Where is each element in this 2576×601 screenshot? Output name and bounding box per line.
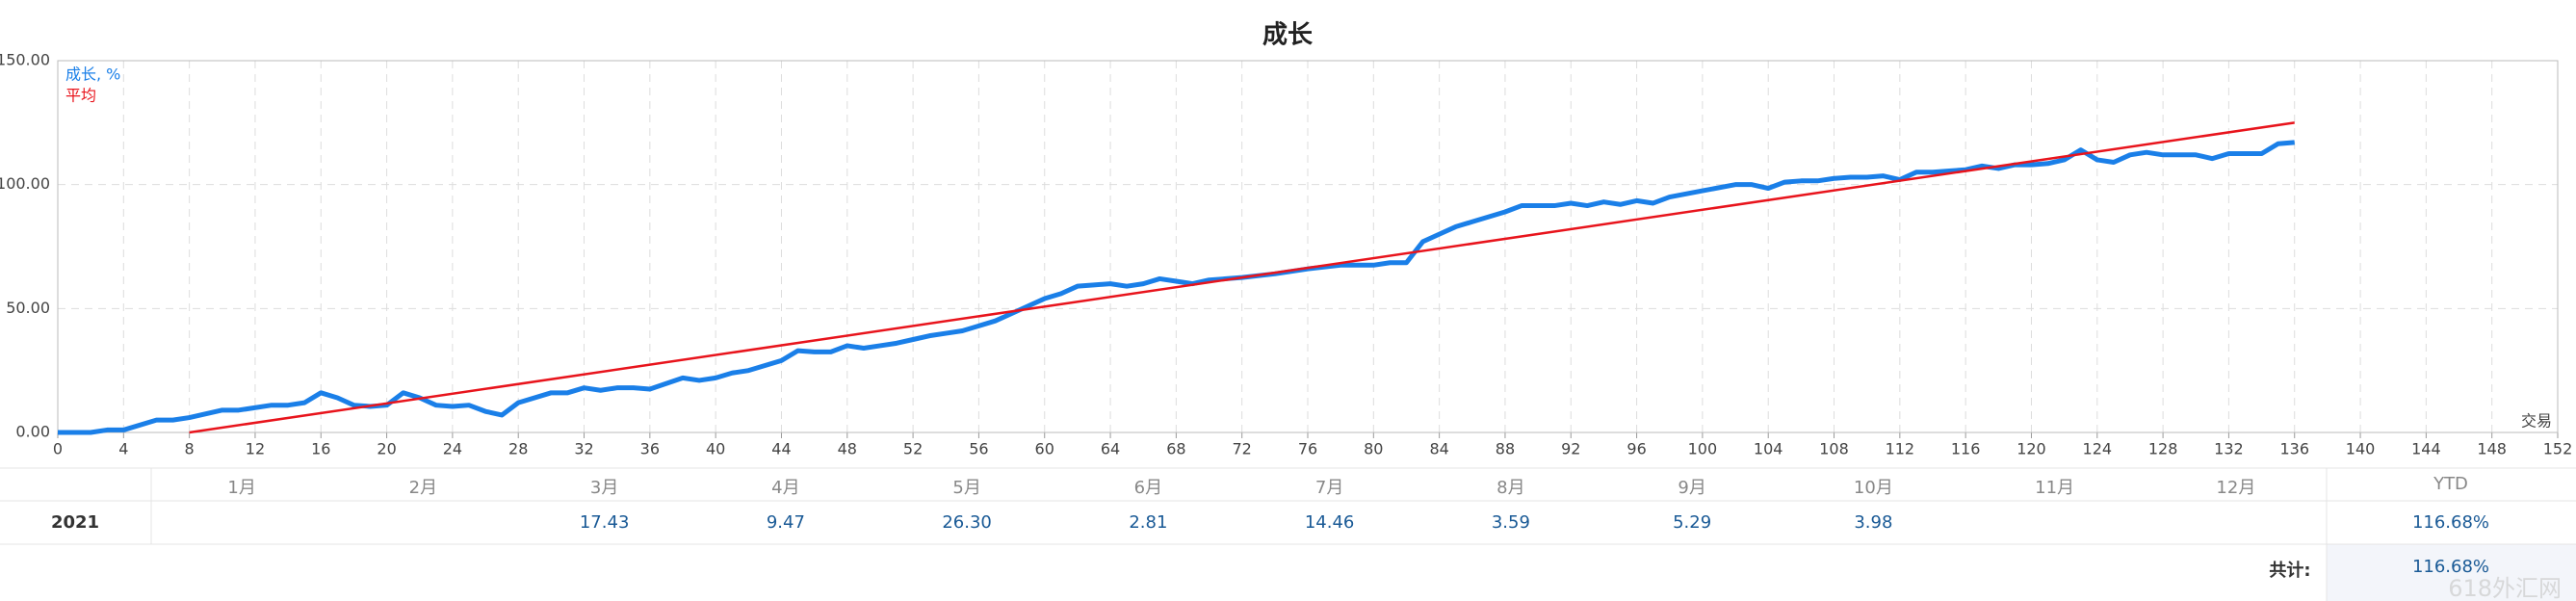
x-tick-label: 36 — [640, 440, 660, 458]
x-axis-label: 交易 — [2521, 412, 2552, 431]
total-label: 共计: — [2269, 561, 2311, 581]
month-header: 3月 — [589, 478, 619, 498]
row-label: 2021 — [50, 512, 100, 533]
x-tick-label: 32 — [574, 440, 593, 458]
x-tick-label: 48 — [838, 440, 857, 458]
x-tick-label: 72 — [1233, 440, 1252, 458]
x-tick-label: 100 — [1688, 440, 1718, 458]
x-tick-label: 92 — [1561, 440, 1580, 458]
plot-border — [57, 60, 2559, 433]
x-tick-label: 128 — [2148, 440, 2178, 458]
month-header: 7月 — [1314, 478, 1344, 498]
month-value: 14.46 — [1304, 512, 1355, 533]
series-line — [189, 121, 2295, 434]
watermark: 618外汇网 — [2448, 575, 2562, 601]
x-tick-label: 8 — [185, 440, 195, 458]
x-tick-label: 24 — [443, 440, 462, 458]
x-tick-label: 68 — [1166, 440, 1185, 458]
x-tick-label: 140 — [2346, 440, 2376, 458]
x-tick-label: 120 — [2017, 440, 2046, 458]
month-value: 2.81 — [1129, 512, 1168, 533]
x-tick-label: 28 — [508, 440, 528, 458]
month-header: 5月 — [952, 478, 981, 498]
x-tick-label: 96 — [1626, 440, 1646, 458]
x-tick-label: 60 — [1035, 440, 1054, 458]
y-tick-label: 100.00 — [0, 174, 50, 193]
month-header: 6月 — [1133, 478, 1163, 498]
x-tick-label: 0 — [53, 440, 63, 458]
x-tick-label: 4 — [118, 440, 128, 458]
month-header: 12月 — [2216, 478, 2256, 498]
x-tick-label: 44 — [771, 440, 791, 458]
x-tick-label: 132 — [2214, 440, 2244, 458]
x-tick-label: 64 — [1101, 440, 1120, 458]
x-tick-label: 148 — [2477, 440, 2507, 458]
y-tick-label: 0.00 — [15, 423, 50, 441]
ytd-value: 116.68% — [2411, 512, 2490, 533]
x-tick-label: 20 — [377, 440, 396, 458]
month-value: 5.29 — [1673, 512, 1712, 533]
legend-entry: 成长, % — [65, 65, 120, 84]
month-header: 11月 — [2035, 478, 2075, 498]
x-tick-label: 76 — [1298, 440, 1317, 458]
x-tick-label: 108 — [1819, 440, 1849, 458]
month-header: 9月 — [1678, 478, 1706, 498]
total-bg — [2327, 544, 2576, 601]
month-value: 26.30 — [942, 512, 992, 533]
month-header: 8月 — [1496, 478, 1525, 498]
month-value: 3.59 — [1491, 512, 1530, 533]
x-tick-label: 12 — [246, 440, 265, 458]
month-header: 1月 — [227, 478, 256, 498]
x-tick-label: 16 — [311, 440, 330, 458]
x-tick-label: 124 — [2083, 440, 2113, 458]
x-tick-label: 152 — [2543, 440, 2573, 458]
x-tick-label: 116 — [1951, 440, 1981, 458]
x-tick-label: 84 — [1429, 440, 1448, 458]
month-value: 17.43 — [579, 512, 630, 533]
total-value: 116.68% — [2411, 557, 2490, 577]
month-header: 10月 — [1853, 478, 1893, 498]
month-value: 3.98 — [1854, 512, 1893, 533]
month-header: 4月 — [771, 478, 800, 498]
series-line — [58, 140, 2295, 435]
y-tick-label: 150.00 — [0, 51, 50, 69]
y-tick-label: 50.00 — [6, 299, 50, 317]
x-tick-label: 144 — [2411, 440, 2441, 458]
x-tick-label: 40 — [706, 440, 725, 458]
x-tick-label: 136 — [2279, 440, 2309, 458]
x-tick-label: 88 — [1496, 440, 1515, 458]
x-tick-label: 104 — [1754, 440, 1783, 458]
legend-entry: 平均 — [65, 87, 96, 105]
x-tick-label: 80 — [1364, 440, 1383, 458]
x-tick-label: 112 — [1886, 440, 1915, 458]
x-tick-label: 56 — [969, 440, 988, 458]
month-header: YTD — [2433, 474, 2468, 494]
x-tick-label: 52 — [903, 440, 923, 458]
month-value: 9.47 — [766, 512, 805, 533]
chart-title: 成长 — [1262, 21, 1314, 50]
month-header: 2月 — [408, 478, 438, 498]
